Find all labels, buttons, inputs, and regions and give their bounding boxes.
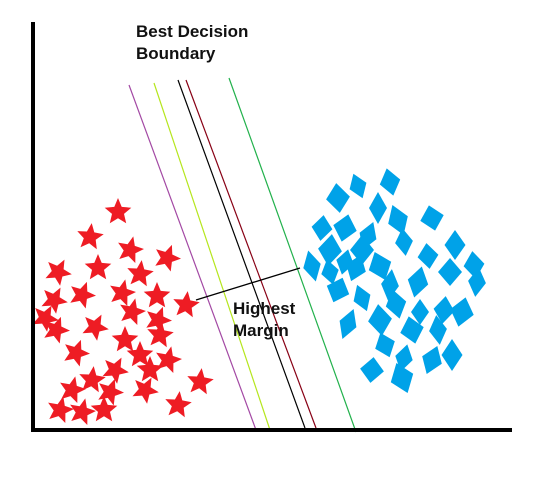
diamond-icon [368, 304, 392, 336]
star-icon [147, 321, 174, 348]
best-boundary-label: Best Decision Boundary [136, 21, 248, 65]
diamond-icon [407, 266, 429, 298]
diamond-icon [441, 339, 463, 371]
diamond-icon [333, 214, 357, 242]
class-a-stars [32, 198, 214, 425]
star-icon [90, 396, 118, 422]
best-boundary-label-line1: Best Decision [136, 22, 249, 41]
diamond-icon [463, 251, 485, 279]
margin-pointers [195, 267, 301, 301]
diamond-icon [360, 357, 384, 383]
diamond-icon [368, 252, 392, 280]
star-icon [70, 398, 96, 425]
star-icon [82, 314, 109, 341]
star-icon [84, 254, 112, 280]
best-boundary-label-line2: Boundary [136, 44, 216, 63]
diamond-icon [379, 168, 401, 196]
diamond-icon [429, 315, 447, 345]
star-icon [132, 377, 159, 404]
diamond-icon [450, 297, 474, 327]
star-icon [156, 346, 182, 373]
star-icon [165, 391, 192, 418]
diamond-icon [353, 284, 371, 312]
star-icon [120, 298, 146, 325]
diamond-icon [375, 332, 395, 358]
diamond-icon [438, 258, 462, 286]
star-icon [104, 198, 132, 224]
diamond-icon [417, 243, 439, 269]
star-icon [155, 244, 181, 272]
star-icon [45, 259, 72, 286]
star-icon [48, 396, 74, 423]
star-icon [98, 378, 124, 406]
diamond-icon [336, 249, 354, 275]
diamond-icon [321, 259, 339, 285]
highest-margin-label: Highest Margin [233, 298, 295, 342]
diamond-icon [326, 183, 350, 213]
boundary-line-green [228, 77, 357, 433]
star-icon [187, 368, 214, 395]
diamond-icon [369, 192, 387, 224]
boundary-line-purple [128, 84, 257, 431]
star-icon [41, 287, 68, 314]
highest-margin-label-line2: Margin [233, 321, 289, 340]
boundary-lines [128, 77, 357, 433]
star-icon [118, 236, 144, 263]
diamond-icon [318, 234, 342, 266]
diamond-icon [411, 299, 429, 325]
star-icon [127, 260, 154, 287]
star-icon [143, 282, 171, 308]
star-icon [102, 357, 129, 384]
star-icon [60, 376, 86, 403]
diamond-icon [420, 205, 444, 231]
diamond-icon [388, 205, 408, 235]
star-icon [44, 316, 70, 344]
star-icon [136, 356, 164, 382]
diamond-icon [444, 230, 466, 260]
star-icon [64, 339, 90, 367]
diamond-icon [468, 267, 486, 297]
diamond-icon [395, 228, 413, 256]
star-icon [110, 279, 136, 306]
highest-margin-label-line1: Highest [233, 299, 296, 318]
star-icon [32, 305, 59, 332]
star-icon [173, 291, 200, 318]
margin-pointer-line [195, 267, 301, 301]
diamond-icon [422, 346, 442, 374]
diamond-icon [433, 296, 455, 324]
axes [31, 22, 512, 432]
boundary-line-yellow [153, 82, 271, 431]
diamond-icon [395, 344, 413, 372]
star-icon [77, 223, 104, 250]
star-icon [70, 281, 96, 309]
star-icon [111, 326, 139, 352]
class-b-diamonds [303, 168, 486, 393]
boundary-line-black [177, 79, 306, 429]
diamond-icon [381, 269, 399, 301]
star-icon [126, 341, 154, 367]
diamond-icon [339, 309, 357, 339]
diamond-icon [400, 316, 424, 344]
diamond-icon [303, 250, 321, 282]
diamond-icon [349, 173, 367, 199]
star-icon [146, 306, 172, 334]
star-icon [79, 366, 106, 393]
diamond-icon [311, 215, 333, 241]
diamond-icon [390, 363, 414, 393]
boundary-line-maroon [185, 79, 317, 429]
diamond-icon [350, 235, 374, 265]
